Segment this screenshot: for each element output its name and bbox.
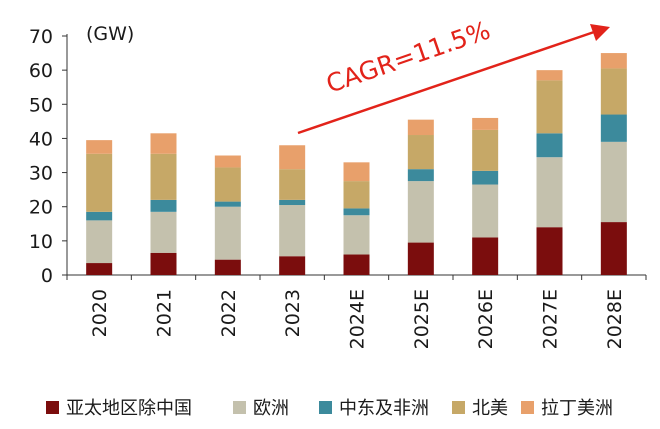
y-tick-label: 40 [29,128,53,150]
cagr-annotation: CAGR=11.5% [297,16,610,135]
y-tick-label: 20 [29,197,53,219]
bar-segment [343,254,370,275]
legend-label: 亚太地区除中国 [66,398,192,419]
bar-segment [472,170,499,185]
bar-segment [214,167,241,202]
bar-segment [150,153,177,200]
y-tick-labels: 0 10 20 30 40 50 60 70 [29,26,53,287]
bar-segment [214,201,241,207]
bar-segment [407,242,434,275]
bar-segment [472,184,499,238]
bar-segment [536,133,563,158]
bar-segment [472,129,499,171]
x-tick-label: 2020 [89,289,111,337]
bar-segment [600,53,627,69]
legend-swatch [319,400,332,414]
legend-swatch [233,400,246,414]
bar-segment [407,169,434,182]
bar-segment [86,263,113,275]
bar-segment [86,220,113,264]
bar-segment [600,222,627,275]
y-tick-label: 50 [29,94,53,116]
legend-swatch [452,400,465,414]
unit-label: (GW) [86,23,134,45]
bar-segment [86,211,113,221]
legend-swatch [521,400,534,414]
bar-segment [343,162,370,182]
bar-segment [600,68,627,115]
x-tick-label: 2025E [411,289,433,349]
bar-segment [407,181,434,243]
cagr-label: CAGR=11.5% [323,16,494,99]
legend-label: 欧洲 [253,398,289,419]
legend-item: 拉丁美洲 [521,392,613,422]
x-tick-labels: 2020 2021 2022 2023 2024E 2025E 2026E 2027E 2028… [89,289,626,349]
x-tick-label: 2024E [347,289,369,349]
x-tick-label: 2023 [282,289,304,337]
x-tick-label: 2026E [475,289,497,349]
bar-segment [214,155,241,168]
legend-item: 北美 [452,392,508,422]
bar-segment [214,259,241,275]
legend-label: 北美 [472,398,508,419]
legend-label: 拉丁美洲 [541,398,613,419]
bar-segment [536,70,563,81]
legend-label: 中东及非洲 [339,398,429,419]
bars [86,53,627,275]
bar-segment [600,114,627,142]
bar-segment [407,135,434,170]
bar-segment [214,206,241,260]
bar-segment [150,211,177,253]
x-tick-label: 2027E [540,289,562,349]
bar-segment [86,140,113,154]
x-tick-label: 2022 [218,289,240,337]
bar-segment [600,141,627,223]
bar-segment [86,153,113,212]
bar-segment [279,169,306,200]
legend-item: 中东及非洲 [319,392,429,422]
bar-segment [279,256,306,275]
bar-segment [472,237,499,275]
bar-segment [150,133,177,154]
bar-segment [343,208,370,216]
bar-segment [279,199,306,206]
y-tick-label: 10 [29,231,53,253]
bar-segment [343,181,370,209]
y-tick-label: 60 [29,60,53,82]
bar-segment [472,117,499,130]
bar-segment [536,80,563,134]
y-tick-label: 30 [29,163,53,185]
bar-segment [407,119,434,136]
cagr-arrow-line [297,28,601,135]
x-tick-label: 2021 [154,289,176,337]
bar-segment [150,199,177,212]
cagr-arrow-head [590,24,610,41]
bar-segment [279,205,306,257]
legend-item: 亚太地区除中国 [46,392,192,422]
y-tick-label: 0 [41,265,53,287]
bar-segment [536,227,563,275]
x-tick-label: 2028E [604,289,626,349]
bar-segment [343,215,370,255]
legend-item: 欧洲 [233,392,289,422]
bar-segment [536,157,563,228]
legend: 亚太地区除中国 欧洲 中东及非洲 北美 拉丁美洲 [0,392,660,422]
bar-segment [150,252,177,275]
bar-segment [279,145,306,170]
y-tick-label: 70 [29,26,53,48]
legend-swatch [46,400,59,414]
